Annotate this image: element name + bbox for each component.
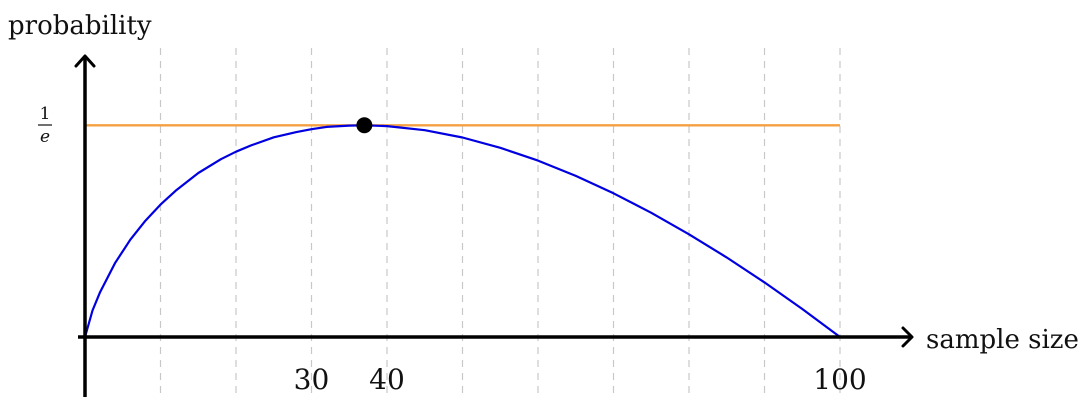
y-tick-numerator: 1 xyxy=(40,104,51,124)
y-axis-arrow xyxy=(74,54,96,68)
series-layer xyxy=(83,117,842,339)
series-line-0 xyxy=(83,124,842,339)
x-axis-title: sample size xyxy=(926,325,1079,355)
x-tick-label-40: 40 xyxy=(369,363,405,396)
highlight-point xyxy=(356,117,373,134)
x-tick-label-30: 30 xyxy=(294,363,330,396)
label-layer: probability sample size 1 e 30 40 100 xyxy=(8,11,1079,396)
x-axis-arrow xyxy=(901,326,914,348)
grid-layer xyxy=(159,48,841,398)
y-tick-label: 1 e xyxy=(38,104,52,147)
x-tick-label-100: 100 xyxy=(813,363,866,396)
y-tick-denominator: e xyxy=(40,127,50,147)
axis-layer xyxy=(74,54,914,397)
y-axis-title: probability xyxy=(8,11,152,41)
